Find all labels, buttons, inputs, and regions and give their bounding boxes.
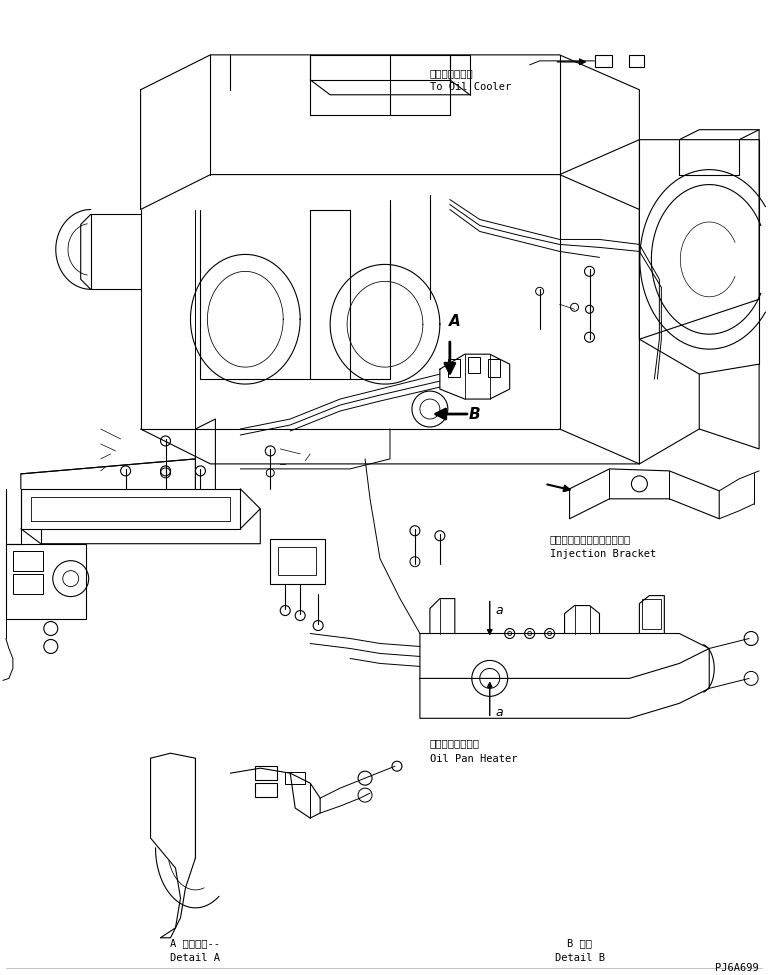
Text: B: B xyxy=(469,407,481,421)
Bar xyxy=(255,783,277,798)
Text: B 詳細: B 詳細 xyxy=(567,938,592,948)
Text: —: — xyxy=(280,459,286,469)
Bar xyxy=(488,359,500,377)
Text: オイルパンヒータ: オイルパンヒータ xyxy=(430,738,480,748)
Bar xyxy=(255,766,277,780)
Text: To Oil Cooler: To Oil Cooler xyxy=(430,82,511,92)
Bar xyxy=(448,359,460,377)
Bar xyxy=(6,544,86,618)
Bar xyxy=(13,551,43,570)
Text: A: A xyxy=(449,314,461,330)
Text: a: a xyxy=(495,706,503,719)
Bar xyxy=(468,357,480,373)
Text: インジェクションブラケット: インジェクションブラケット xyxy=(550,533,631,544)
Text: Detail A: Detail A xyxy=(170,953,220,962)
Text: オイルクーラヘ: オイルクーラヘ xyxy=(430,68,474,78)
Bar xyxy=(278,547,316,574)
Bar xyxy=(285,772,305,784)
Bar xyxy=(270,539,325,584)
Bar xyxy=(642,599,661,629)
Bar xyxy=(630,55,644,67)
Bar xyxy=(13,573,43,594)
Bar xyxy=(594,55,612,67)
Text: a: a xyxy=(495,604,503,617)
Text: A 詳細　　--: A 詳細 -- xyxy=(170,938,220,948)
Text: Injection Bracket: Injection Bracket xyxy=(550,549,656,559)
Text: Detail B: Detail B xyxy=(554,953,604,962)
Text: PJ6A699: PJ6A699 xyxy=(715,962,759,973)
Text: Oil Pan Heater: Oil Pan Heater xyxy=(430,755,518,764)
